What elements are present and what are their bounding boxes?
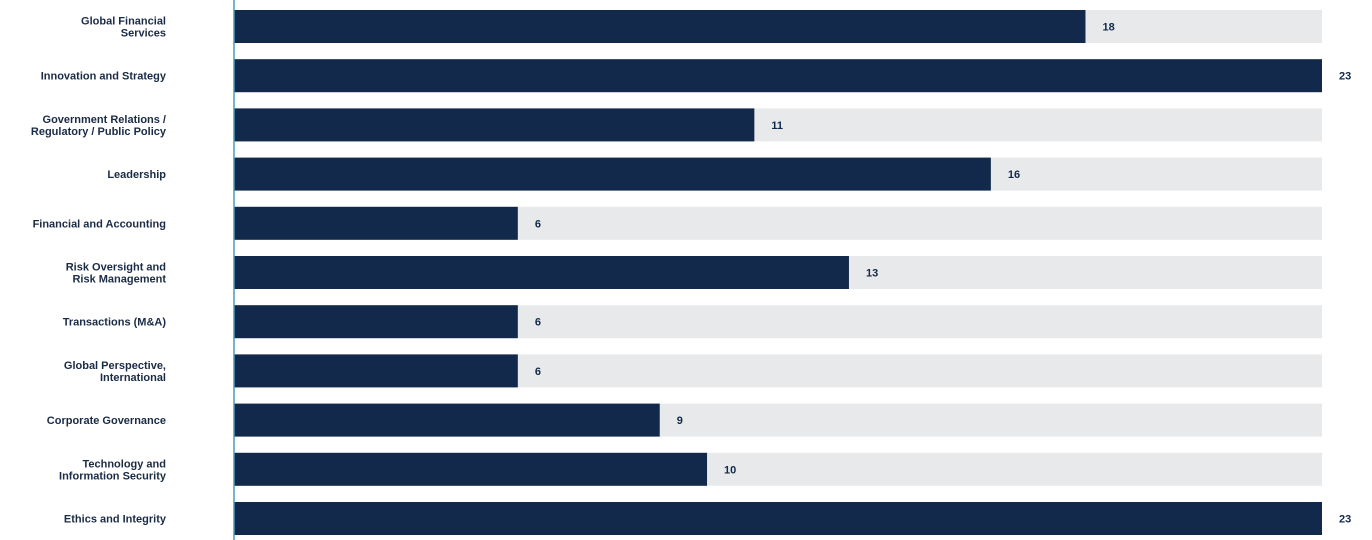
category-label-line: Risk Management bbox=[72, 274, 166, 286]
category-label: Corporate Governance bbox=[47, 415, 166, 427]
category-label-line: Financial and Accounting bbox=[33, 218, 166, 230]
value-label: 6 bbox=[535, 366, 541, 378]
category-label: Global Financial Services bbox=[81, 16, 166, 40]
category-label-line: Global Financial bbox=[81, 16, 166, 28]
category-labels: Global Financial Services Innovation and S… bbox=[31, 16, 167, 526]
category-label-line: Ethics and Integrity bbox=[64, 514, 167, 526]
category-label-line: Leadership bbox=[107, 169, 166, 181]
value-label: 10 bbox=[724, 464, 736, 476]
bar bbox=[234, 502, 1322, 535]
bar bbox=[234, 403, 660, 437]
bar bbox=[234, 452, 708, 486]
value-label: 6 bbox=[535, 218, 541, 230]
bar bbox=[234, 59, 1322, 93]
category-label-line: Regulatory / Public Policy bbox=[31, 126, 167, 138]
bar bbox=[234, 108, 755, 142]
category-label-line: Innovation and Strategy bbox=[41, 71, 167, 83]
category-label: Ethics and Integrity bbox=[64, 514, 167, 526]
value-label: 13 bbox=[866, 268, 878, 280]
category-label-line: Technology and bbox=[82, 458, 166, 470]
value-label: 23 bbox=[1339, 71, 1351, 83]
category-label: Risk Oversight and Risk Management bbox=[66, 262, 167, 286]
category-label-line: Risk Oversight and bbox=[66, 262, 166, 274]
bar bbox=[234, 256, 849, 289]
category-label: Technology and Information Security bbox=[59, 458, 167, 482]
category-label: Financial and Accounting bbox=[33, 218, 166, 230]
category-label: Government Relations / Regulatory / Publi… bbox=[31, 114, 167, 138]
value-label: 23 bbox=[1339, 514, 1351, 526]
bar bbox=[234, 157, 991, 191]
value-labels: 18 23 11 16 6 13 6 6 9 10 23 bbox=[535, 22, 1351, 526]
category-label-line: Global Perspective, bbox=[64, 360, 166, 372]
value-label: 18 bbox=[1102, 22, 1114, 34]
bars bbox=[234, 10, 1322, 535]
category-label: Global Perspective, International bbox=[64, 360, 166, 384]
category-label-line: Government Relations / bbox=[43, 114, 166, 126]
value-label: 16 bbox=[1008, 169, 1020, 181]
category-label-line: Transactions (M&A) bbox=[63, 317, 167, 329]
category-label-line: Services bbox=[121, 28, 166, 40]
bar bbox=[234, 10, 1086, 43]
category-label-line: International bbox=[100, 372, 166, 384]
bar bbox=[234, 354, 518, 388]
category-label: Transactions (M&A) bbox=[63, 317, 167, 329]
bar bbox=[234, 305, 518, 339]
category-label-line: Information Security bbox=[59, 470, 167, 482]
category-label-line: Corporate Governance bbox=[47, 415, 166, 427]
value-label: 11 bbox=[771, 120, 783, 132]
category-label: Innovation and Strategy bbox=[41, 71, 167, 83]
category-label: Leadership bbox=[107, 169, 166, 181]
value-label: 9 bbox=[677, 415, 683, 427]
value-label: 6 bbox=[535, 317, 541, 329]
bar bbox=[234, 206, 518, 240]
